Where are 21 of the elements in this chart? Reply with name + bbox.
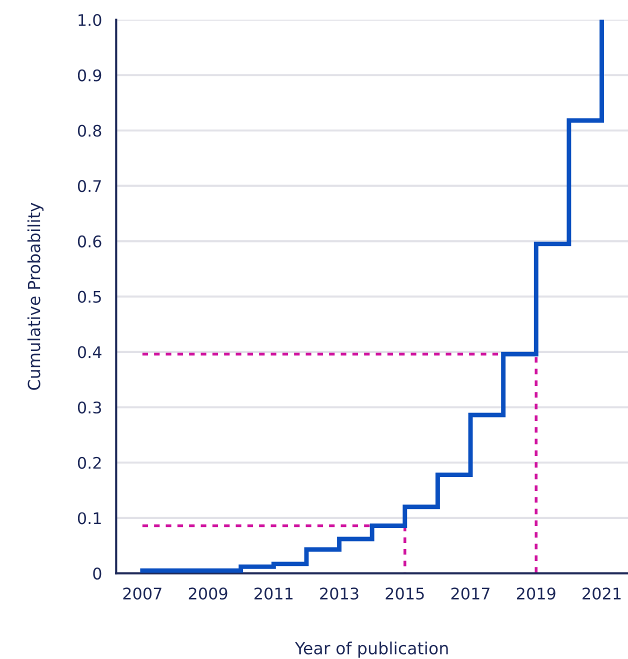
x-tick-label: 2007: [123, 588, 162, 600]
y-tick-label: 0.8: [78, 124, 102, 137]
y-tick-label: 0: [93, 568, 102, 580]
x-tick-label: 2021: [582, 588, 621, 600]
y-tick-label: 1.0: [78, 14, 102, 26]
x-tick-label: 2019: [516, 588, 556, 600]
x-axis-title: Year of publication: [294, 642, 448, 658]
y-tick-label: 0.6: [78, 235, 102, 248]
x-tick-label: 2015: [386, 588, 424, 600]
x-tick-label: 2017: [451, 588, 490, 600]
y-tick-label: 0.2: [78, 456, 101, 469]
y-tick-label: 0.7: [78, 180, 101, 192]
y-axis-title: Cumulative Probability: [27, 202, 44, 390]
y-tick-label: 0.9: [78, 69, 102, 82]
y-tick-label: 0.1: [78, 512, 101, 524]
y-tick-label: 0.5: [78, 290, 101, 303]
y-tick-label: 0.4: [78, 346, 102, 358]
x-tick-label: 2011: [254, 588, 293, 600]
x-tick-label: 2009: [188, 588, 228, 600]
x-tick-label: 2013: [320, 588, 358, 600]
y-tick-label: 0.3: [78, 401, 102, 414]
